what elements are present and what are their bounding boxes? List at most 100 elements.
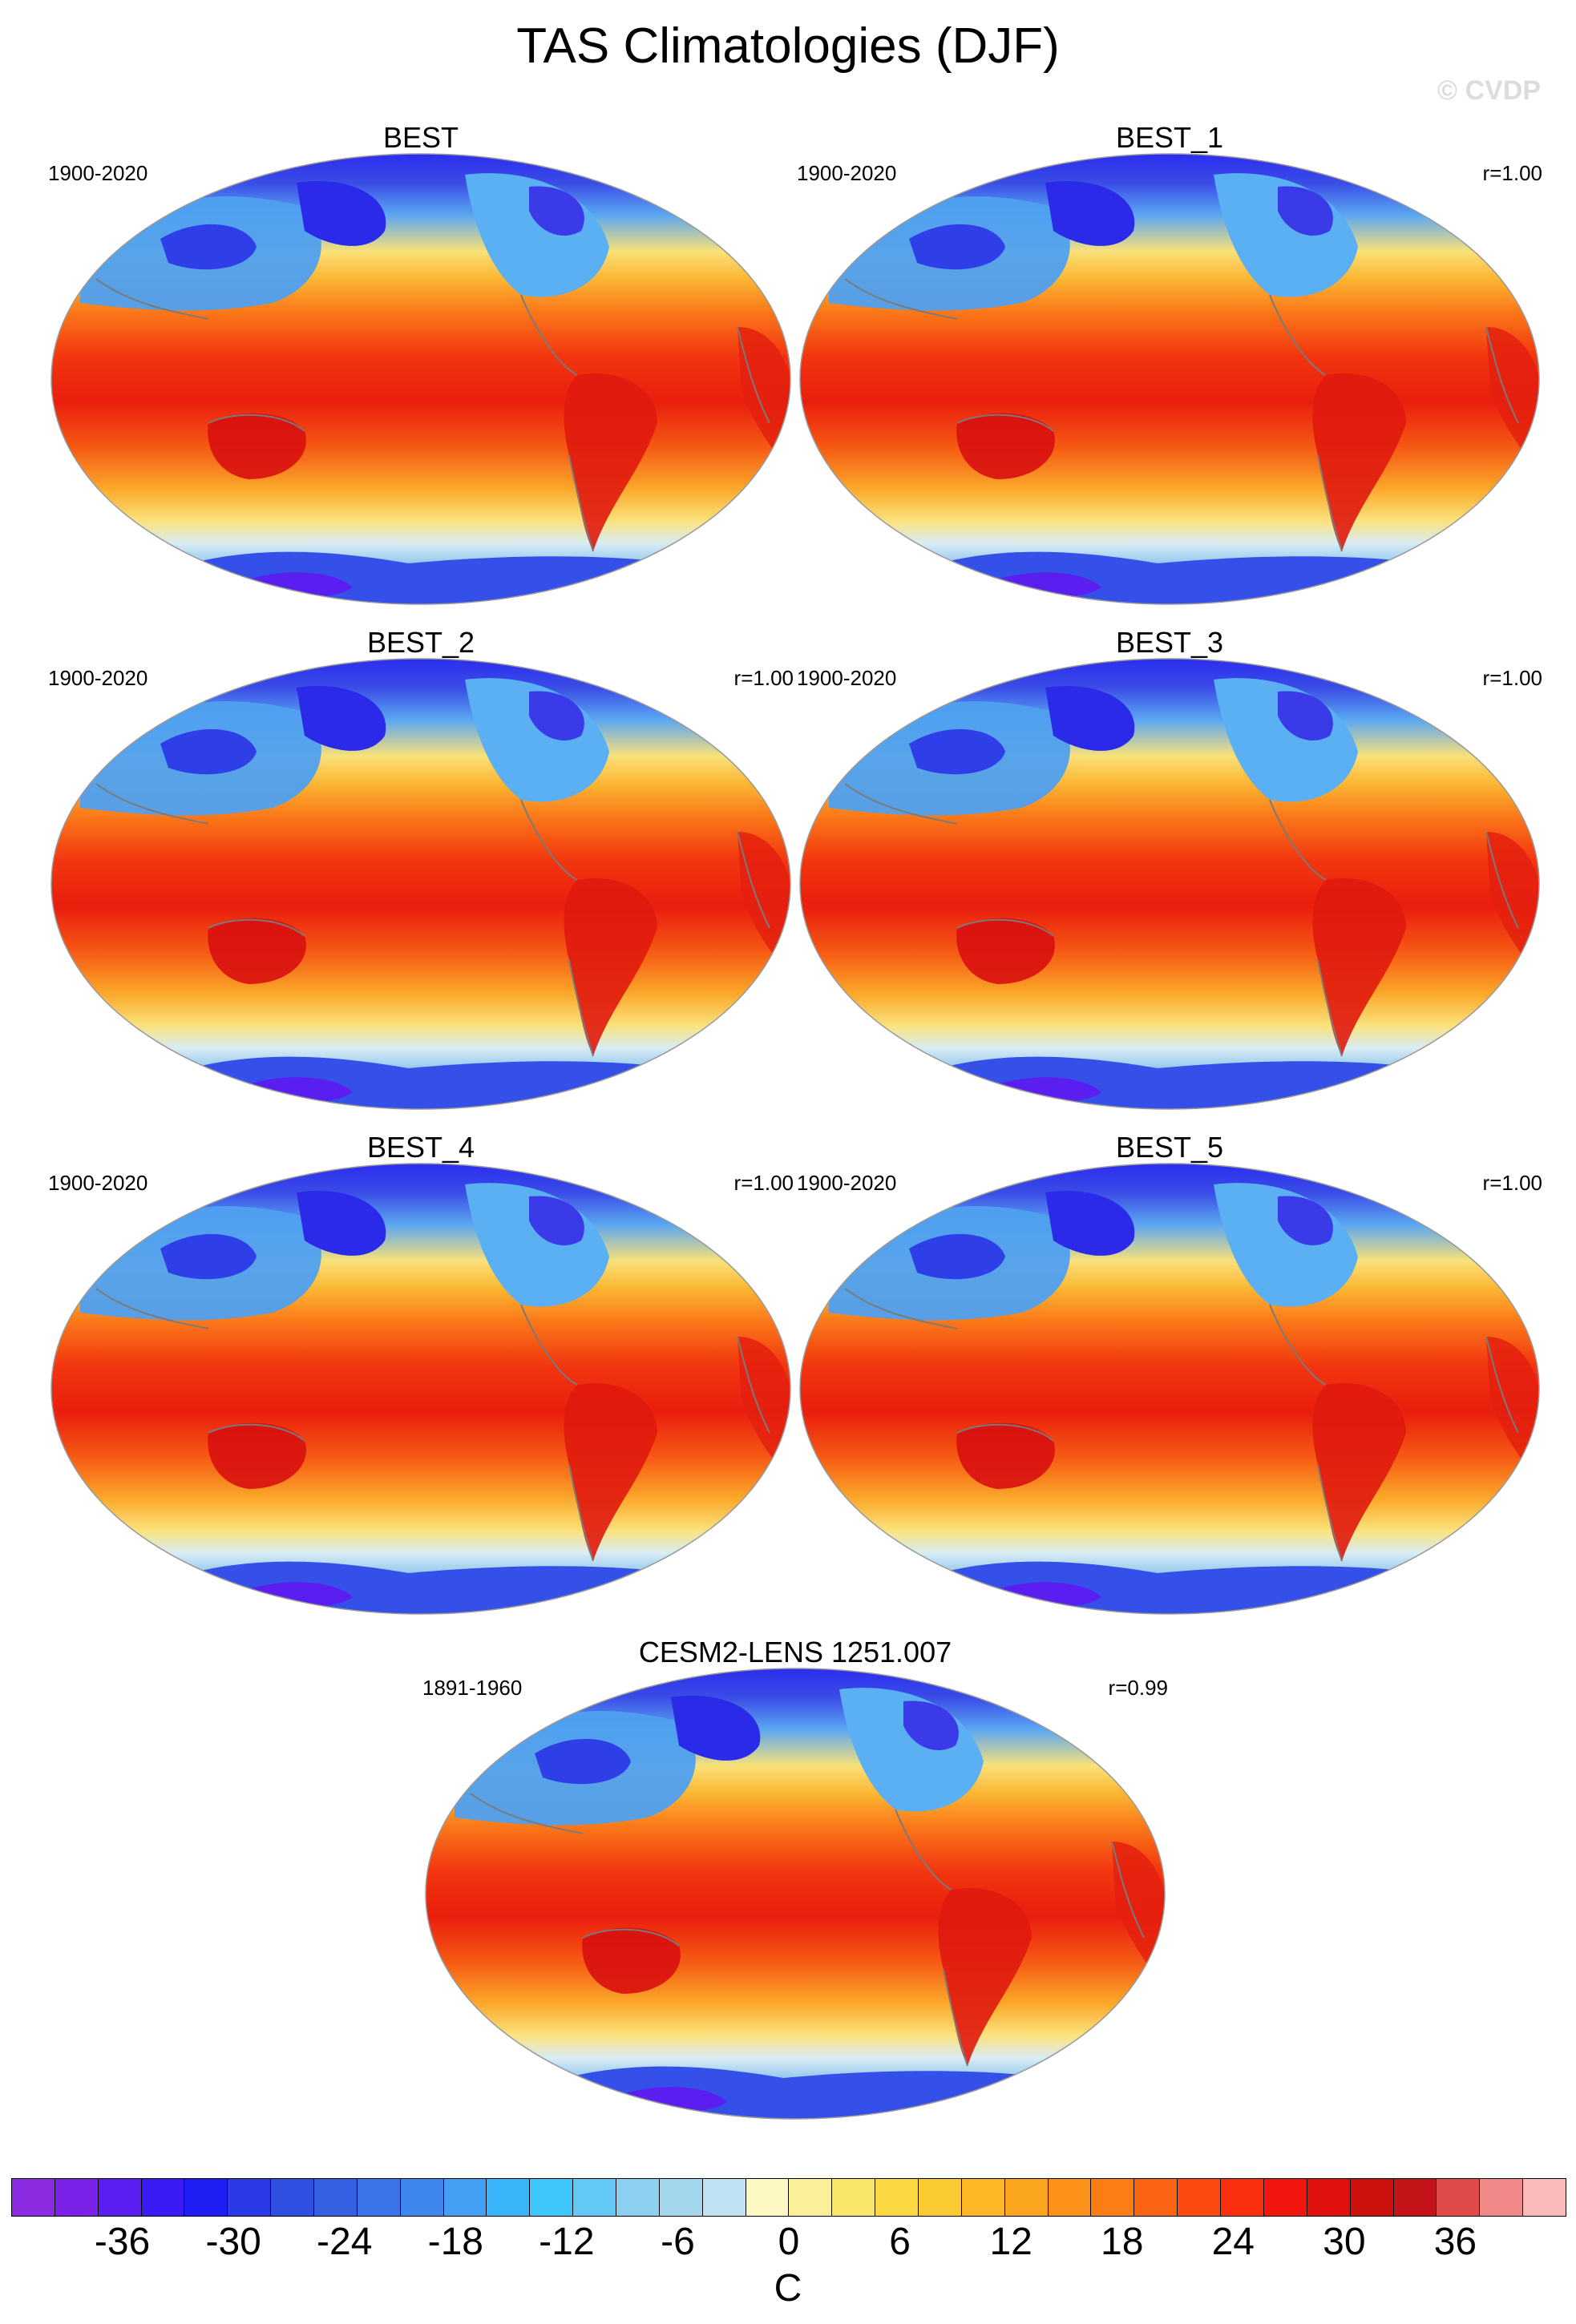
map-panel: BEST_5 1900-2020 r=1.00: [797, 1130, 1542, 1627]
warm-land-south-america: [1312, 1383, 1406, 1561]
colorbar-segment: [832, 2179, 876, 2216]
colorbar-segment: [357, 2179, 401, 2216]
coastline: [1317, 1464, 1343, 1562]
coastline: [470, 1793, 584, 1834]
map-border: [799, 658, 1540, 1110]
colorbar-segment: [12, 2179, 55, 2216]
colorbar-segment: [919, 2179, 962, 2216]
coastline: [1485, 1336, 1519, 1434]
warm-land-australia: [582, 1927, 681, 1994]
map-plot: [51, 1163, 791, 1615]
cold-core-siberia: [160, 224, 257, 270]
coastline: [95, 1288, 209, 1329]
colorbar-segment: [1004, 2179, 1049, 2216]
colorbar-segment: [573, 2179, 617, 2216]
map-panel: BEST_2 1900-2020 r=1.00: [48, 625, 794, 1122]
cold-core-siberia: [909, 728, 1005, 775]
colorbar-segment: [443, 2179, 487, 2216]
panel-years: 1900-2020: [797, 161, 897, 185]
figure-title: TAS Climatologies (DJF): [516, 18, 1060, 74]
coastline: [208, 918, 305, 937]
colorbar-segment: [184, 2179, 228, 2216]
colorbar-segment: [1307, 2179, 1351, 2216]
coastline: [582, 1928, 680, 1947]
coastline: [208, 1423, 305, 1442]
cold-core-siberia: [160, 1233, 257, 1280]
map-border: [799, 1163, 1540, 1615]
cold-core-siberia: [909, 224, 1005, 270]
panel-years: 1900-2020: [48, 161, 148, 185]
map-plot: [425, 1668, 1166, 2120]
cold-core-arctic: [1045, 181, 1135, 246]
cold-core-canada: [529, 1196, 584, 1245]
panel-title: BEST_3: [1115, 626, 1224, 659]
cold-core-arctic: [1045, 686, 1135, 751]
panel-years: 1900-2020: [48, 1171, 148, 1195]
warm-land-south-america: [1312, 373, 1406, 551]
colorbar-segment: [746, 2179, 790, 2216]
colorbar-segment: [98, 2179, 142, 2216]
colorbar: [11, 2178, 1566, 2217]
coastline: [1111, 1841, 1145, 1939]
coastline: [737, 831, 770, 929]
coastline: [568, 1464, 594, 1562]
colorbar-segment: [1393, 2179, 1437, 2216]
colorbar-tick-label: 24: [1211, 2221, 1255, 2263]
panel-title: CESM2-LENS 1251.007: [638, 1636, 952, 1668]
colorbar-segment: [1350, 2179, 1394, 2216]
coastline: [568, 959, 594, 1057]
colorbar-segment: [271, 2179, 315, 2216]
coastline: [943, 1969, 968, 2067]
cold-core-siberia: [909, 1233, 1005, 1280]
cold-core-arctic: [297, 181, 386, 246]
coastline: [95, 278, 209, 320]
panel-correlation: r=1.00: [733, 1171, 794, 1195]
colorbar-tick-labels: -36 -30 -24 -18 -12 -6 0 6 12 18 24 30 36: [11, 2220, 1566, 2268]
panel-years: 1900-2020: [797, 666, 897, 690]
colorbar-tick-label: -30: [205, 2221, 261, 2263]
coastline: [895, 1809, 952, 1890]
map-panel: CESM2-LENS 1251.007 1891-1960 r=0.99: [422, 1635, 1168, 2132]
map-panel: BEST_4 1900-2020 r=1.00: [48, 1130, 794, 1627]
colorbar-units: C: [774, 2267, 802, 2310]
coastline: [568, 454, 594, 552]
cold-core-canada: [529, 691, 584, 740]
warm-land-australia: [208, 1422, 306, 1489]
colorbar-segment: [1048, 2179, 1092, 2216]
colorbar-segment: [1437, 2179, 1481, 2216]
warm-land-australia: [956, 918, 1055, 984]
colorbar-segment: [789, 2179, 833, 2216]
coastline: [1269, 799, 1327, 881]
coastline: [520, 1304, 578, 1386]
colorbar-tick-label: -6: [661, 2221, 695, 2263]
coastline: [956, 918, 1054, 937]
coastline: [1269, 294, 1327, 376]
warm-land-australia: [956, 1422, 1055, 1489]
map-plot: [51, 153, 791, 605]
colorbar-segment: [659, 2179, 703, 2216]
colorbar-segment: [1221, 2179, 1264, 2216]
cold-core-siberia: [160, 728, 257, 775]
panel-years: 1900-2020: [48, 666, 148, 690]
cold-core-canada: [903, 1701, 959, 1750]
colorbar-segment: [55, 2179, 99, 2216]
colorbar-segment: [400, 2179, 444, 2216]
cold-core-canada: [1278, 186, 1333, 236]
colorbar-tick-label: 18: [1101, 2221, 1144, 2263]
cold-core-canada: [529, 186, 584, 236]
cold-core-canada: [1278, 691, 1333, 740]
panel-title: BEST_1: [1115, 121, 1224, 154]
colorbar-segment: [875, 2179, 919, 2216]
map-plot: [799, 658, 1540, 1110]
coastline: [737, 326, 770, 424]
colorbar-segment: [616, 2179, 660, 2216]
colorbar-segment: [228, 2179, 272, 2216]
panel-correlation: r=1.00: [1482, 1171, 1542, 1195]
coastline: [1269, 1304, 1327, 1386]
map-panel: BEST_3 1900-2020 r=1.00: [797, 625, 1542, 1122]
panel-title: BEST: [382, 121, 459, 154]
colorbar-tick-label: 36: [1433, 2221, 1477, 2263]
warm-land-south-america: [564, 373, 657, 551]
map-border: [425, 1668, 1166, 2120]
coastline: [1317, 959, 1343, 1057]
